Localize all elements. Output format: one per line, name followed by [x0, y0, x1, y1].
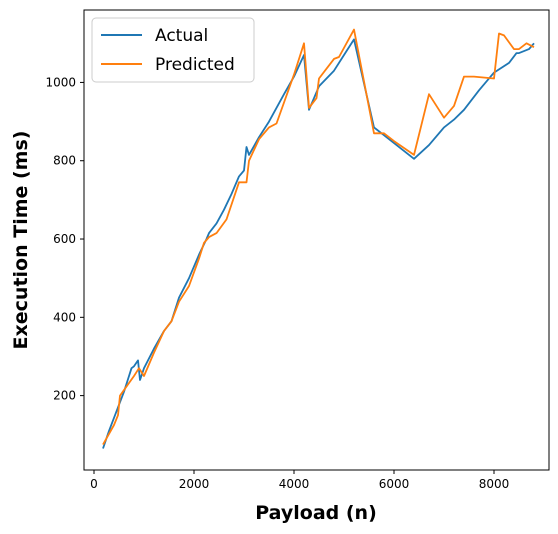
y-axis-title: Execution Time (ms): [10, 131, 32, 350]
x-tick-label: 2000: [179, 477, 210, 491]
series-line-actual: [102, 38, 535, 449]
x-tick-label: 6000: [379, 477, 410, 491]
plot-frame: [83, 9, 550, 471]
legend: Actual Predicted: [91, 17, 255, 83]
x-tick-label: 8000: [479, 477, 510, 491]
y-tick-label: 1000: [45, 75, 76, 89]
x-axis-title: Payload (n): [255, 502, 377, 524]
x-axis-ticks: 0 2000 4000 6000 8000: [90, 470, 509, 491]
y-tick-label: 400: [53, 310, 76, 324]
y-tick-label: 200: [53, 389, 76, 403]
x-tick-label: 4000: [279, 477, 310, 491]
y-tick-label: 800: [53, 154, 76, 168]
x-tick-label: 0: [90, 477, 98, 491]
series-line-predicted: [102, 28, 535, 446]
y-axis-ticks: 200 400 600 800 1000: [45, 75, 84, 403]
series-layer: [102, 28, 535, 449]
legend-label-predicted: Predicted: [155, 55, 235, 75]
y-tick-label: 600: [53, 232, 76, 246]
legend-label-actual: Actual: [155, 26, 208, 46]
